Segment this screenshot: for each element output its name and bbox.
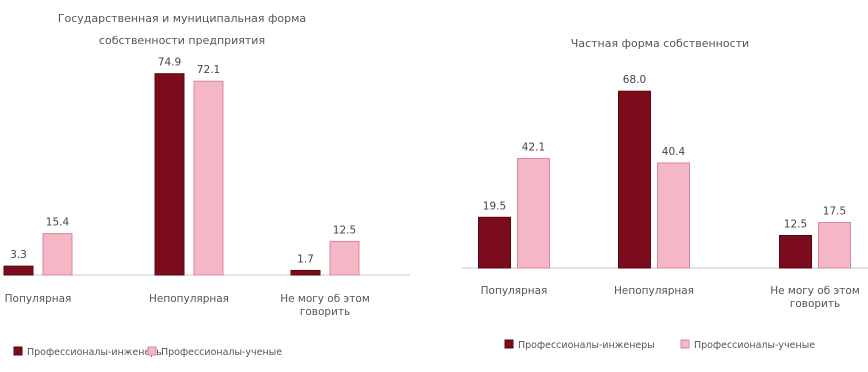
category-label: Не могу об этом	[280, 293, 370, 305]
category-label: Популярная	[481, 285, 548, 297]
data-label: 15.4	[46, 217, 70, 229]
legend-label: Профессионалы-инженеры	[27, 347, 164, 358]
bar	[618, 90, 651, 269]
legend-swatch	[680, 339, 690, 349]
bar	[478, 216, 511, 269]
data-label: 17.5	[823, 206, 846, 218]
legend-label: Профессионалы-ученые	[161, 347, 282, 358]
legend-label: Профессионалы-инженеры	[518, 340, 655, 351]
bar	[329, 240, 360, 276]
bar	[42, 233, 73, 276]
data-label: 40.4	[662, 146, 686, 158]
category-label: говорить	[790, 298, 840, 310]
bar	[154, 73, 185, 276]
category-label: Популярная	[5, 293, 72, 305]
category-label: говорить	[300, 306, 350, 318]
data-label: 72.1	[197, 64, 220, 76]
data-label: 68.0	[623, 74, 646, 86]
bar	[290, 269, 321, 276]
data-label: 3.3	[10, 249, 27, 261]
chart-title-line: собственности предприятия	[99, 34, 265, 47]
bar	[3, 265, 34, 276]
legend-swatch	[504, 339, 514, 349]
data-label: 42.1	[522, 142, 545, 154]
legend-swatch	[147, 346, 157, 356]
bar	[779, 235, 812, 269]
category-label: Непопулярная	[614, 285, 694, 297]
legend-swatch	[13, 346, 23, 356]
legend-label: Профессионалы-ученые	[694, 340, 815, 351]
data-label: 12.5	[333, 224, 356, 236]
data-label: 74.9	[158, 57, 181, 69]
data-label: 19.5	[483, 200, 506, 212]
chart-title-line: Государственная и муниципальная форма	[58, 12, 306, 25]
bar	[818, 222, 851, 269]
bar	[193, 80, 224, 276]
category-label: Непопулярная	[149, 293, 229, 305]
bar	[517, 158, 550, 269]
category-label: Не могу об этом	[770, 285, 860, 297]
data-label: 1.7	[297, 253, 314, 265]
data-label: 12.5	[784, 219, 807, 231]
bar	[657, 162, 690, 269]
chart-title-line: Частная форма собственности	[571, 37, 749, 50]
